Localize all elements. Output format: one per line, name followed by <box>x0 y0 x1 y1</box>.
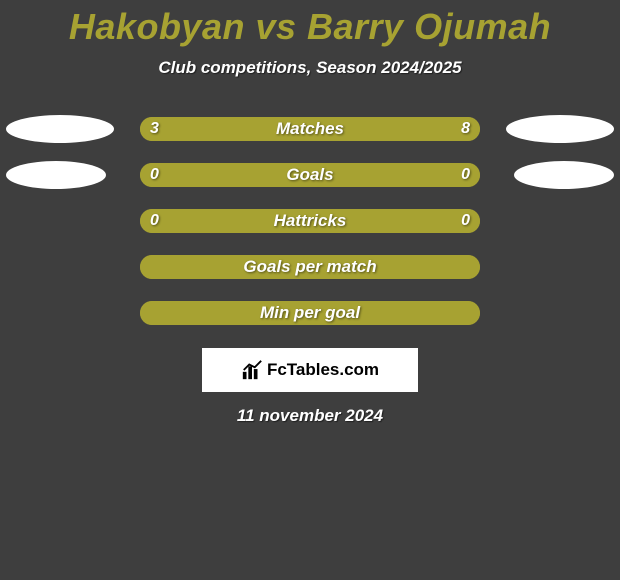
stat-bar-right-fill <box>310 209 480 233</box>
subtitle: Club competitions, Season 2024/2025 <box>0 58 620 78</box>
stat-bar-right-fill <box>310 163 480 187</box>
bar-chart-icon <box>241 359 263 381</box>
stat-rows: Matches38Goals00Hattricks00Goals per mat… <box>0 106 620 336</box>
stat-bar <box>140 301 480 325</box>
stat-bar-left-fill <box>140 301 310 325</box>
stat-value-left: 3 <box>150 117 159 141</box>
stat-bar-left-fill <box>140 209 310 233</box>
brand-badge: FcTables.com <box>202 348 418 392</box>
stat-bar <box>140 255 480 279</box>
stat-value-right: 0 <box>461 209 470 233</box>
player-avatar-right <box>506 115 614 143</box>
stat-row: Goals per match <box>0 244 620 290</box>
page-title: Hakobyan vs Barry Ojumah <box>0 0 620 48</box>
stat-bar <box>140 117 480 141</box>
stat-row: Matches38 <box>0 106 620 152</box>
player-avatar-right <box>514 161 614 189</box>
stat-bar-right-fill <box>310 301 480 325</box>
player-avatar-left <box>6 115 114 143</box>
stat-bar <box>140 163 480 187</box>
stat-bar-left-fill <box>140 163 310 187</box>
brand-text: FcTables.com <box>267 360 379 380</box>
stat-row: Hattricks00 <box>0 198 620 244</box>
comparison-infographic: Hakobyan vs Barry Ojumah Club competitio… <box>0 0 620 580</box>
stat-bar-left-fill <box>140 255 310 279</box>
stat-value-left: 0 <box>150 163 159 187</box>
stat-row: Min per goal <box>0 290 620 336</box>
stat-value-right: 8 <box>461 117 470 141</box>
player-avatar-left <box>6 161 106 189</box>
stat-value-right: 0 <box>461 163 470 187</box>
stat-bar <box>140 209 480 233</box>
stat-bar-right-fill <box>310 255 480 279</box>
stat-value-left: 0 <box>150 209 159 233</box>
date-text: 11 november 2024 <box>0 406 620 426</box>
stat-bar-right-fill <box>233 117 480 141</box>
stat-row: Goals00 <box>0 152 620 198</box>
